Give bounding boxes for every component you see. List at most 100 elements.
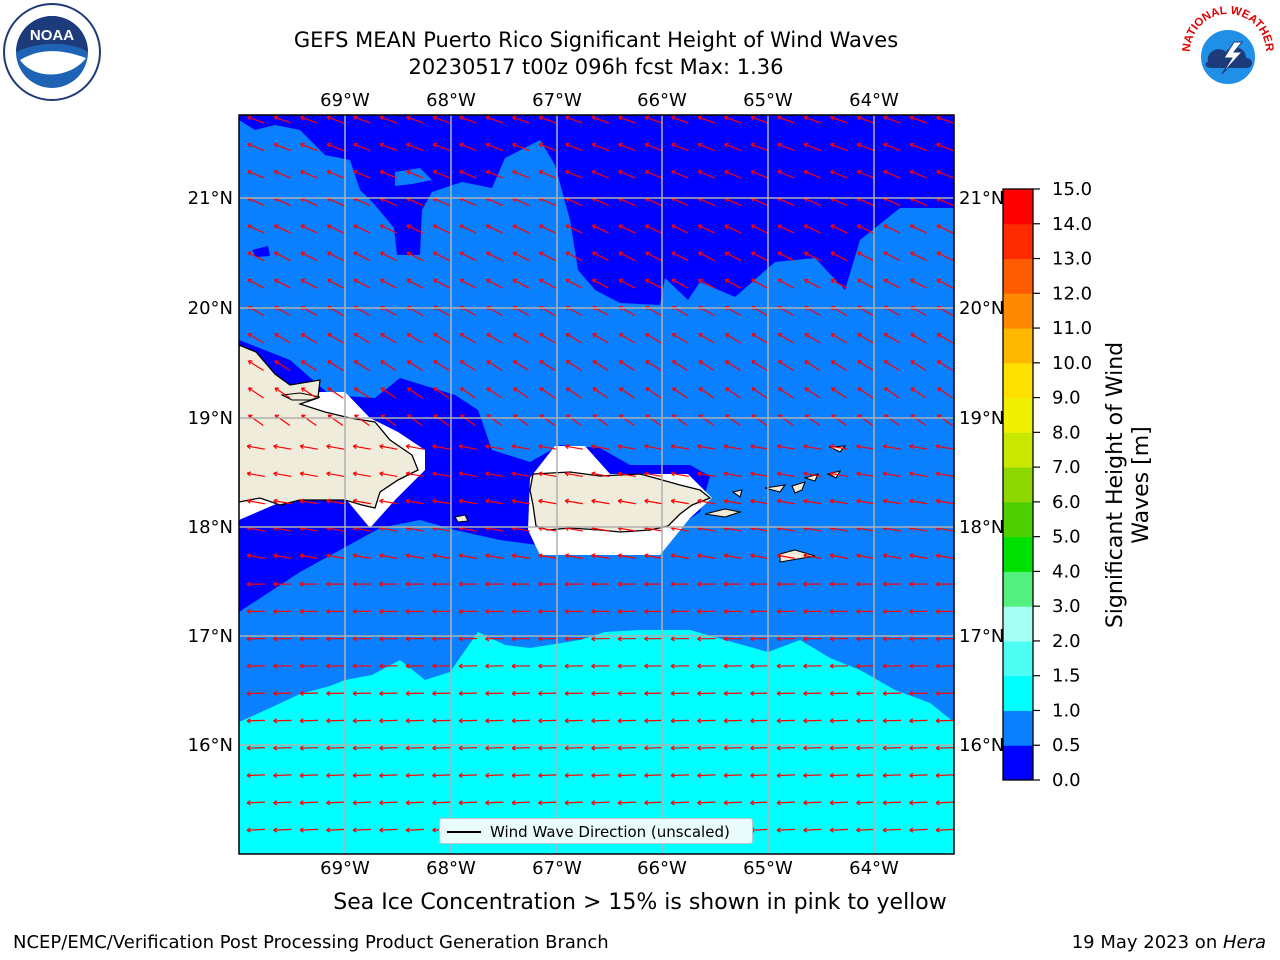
wave-arrow-head [670, 636, 675, 642]
wave-arrow [697, 500, 716, 505]
wave-arrow [937, 387, 953, 399]
wave-arrow-head [246, 636, 251, 642]
wave-arrow [380, 333, 397, 344]
wave-arrow [803, 719, 822, 722]
wave-arrow-head [273, 444, 278, 450]
wave-arrow [645, 360, 662, 372]
wave-arrow-head [829, 498, 835, 504]
lon-labels-bottom: 69°W 68°W 67°W 66°W 65°W 64°W [320, 858, 899, 879]
colorbar-band [1003, 467, 1033, 503]
wave-arrow-head [830, 142, 835, 148]
wave-arrow-head [432, 663, 437, 669]
wave-arrow [777, 445, 795, 450]
wave-arrow [936, 500, 954, 505]
wave-arrow [857, 414, 874, 426]
wave-arrow-head [671, 251, 677, 257]
wave-arrow [485, 445, 504, 450]
wave-arrow [539, 360, 556, 372]
wave-arrow [353, 527, 371, 532]
lon-label: 69°W [320, 858, 370, 879]
wave-arrow-head [564, 608, 569, 615]
wave-arrow-head [326, 745, 331, 751]
wave-arrow-head [830, 169, 835, 175]
wave-arrow [274, 251, 291, 262]
wave-arrow [592, 279, 609, 289]
wave-arrow-head [406, 251, 412, 257]
wave-arrow-head [379, 745, 384, 751]
wave-arrow [300, 279, 318, 289]
wave-arrow [936, 143, 954, 152]
nws-logo: NATIONAL WEATHER SERVICE [1178, 2, 1275, 99]
wave-arrow-head [564, 581, 569, 587]
wave-arrow-head [777, 142, 782, 148]
wave-arrow-head [458, 718, 463, 724]
wave-arrow-head [644, 718, 649, 724]
wave-arrow-head [405, 471, 411, 477]
wave-arrow [723, 719, 743, 722]
wave-arrow [618, 143, 636, 152]
wave-arrow [432, 719, 451, 722]
colorbar-band [1003, 328, 1033, 364]
wave-arrow-head [353, 278, 359, 284]
colorbar-band [1003, 640, 1033, 677]
wave-arrow [274, 360, 291, 372]
wave-arrow-head [352, 581, 357, 587]
wave-arrow-head [405, 690, 410, 697]
wave-arrow [617, 774, 637, 777]
wave-arrow [379, 747, 398, 749]
wave-arrow [379, 143, 398, 152]
wave-arrow-head [697, 745, 702, 751]
wave-arrow [672, 387, 688, 399]
wave-arrow-head [432, 444, 437, 450]
wave-arrow-head [565, 387, 571, 392]
wave-arrow-head [352, 636, 357, 642]
wave-arrow [248, 387, 264, 399]
wave-arrow-head [671, 278, 677, 284]
wave-arrow-head [829, 718, 834, 724]
wave-arrow [751, 224, 768, 234]
wave-arrow-head [300, 115, 305, 121]
wave-arrow-head [670, 444, 676, 450]
wave-arrow [645, 414, 662, 426]
wave-arrow [936, 170, 954, 179]
wave-arrow [326, 801, 345, 804]
wave-arrow-head [247, 169, 252, 175]
wave-arrow-head [379, 800, 384, 806]
lat-label: 16°N [959, 735, 1004, 756]
wave-arrow-head [300, 251, 306, 257]
wave-arrow-head [935, 498, 941, 504]
wave-arrow-head [406, 169, 411, 175]
wave-arrow [882, 774, 902, 777]
wave-arrow [937, 414, 953, 426]
wave-arrow [352, 774, 372, 777]
wave-arrow [778, 387, 794, 399]
wave-arrow-head [326, 718, 331, 724]
wave-arrow [777, 472, 795, 478]
wave-arrow [617, 747, 637, 749]
wave-arrow [645, 251, 662, 262]
wave-arrow-head [909, 827, 914, 833]
wave-arrow-head [910, 278, 915, 284]
wave-arrow-head [803, 663, 808, 669]
wave-arrow-head [697, 142, 703, 148]
wave-arrow-head [724, 115, 729, 121]
wave-arrow [724, 224, 742, 234]
wave-arrow [644, 747, 663, 749]
wave-arrow [857, 197, 874, 207]
wave-arrow-head [247, 360, 253, 365]
map-subtitle: 20230517 t00z 096h fcst Max: 1.36 [408, 55, 784, 79]
wave-arrow [671, 500, 689, 505]
wave-arrow-head [829, 553, 835, 559]
wave-arrow-head [432, 498, 437, 504]
wave-arrow-head [592, 360, 597, 365]
wave-arrow-head [723, 444, 729, 450]
wave-arrow-head [803, 827, 808, 833]
wave-arrow-head [671, 169, 676, 175]
wave-arrow-head [751, 278, 756, 284]
wave-arrow [830, 197, 848, 207]
wave-arrow [671, 251, 689, 262]
wave-arrow [273, 445, 292, 450]
wave-arrow-head [935, 444, 941, 450]
wave-arrow [565, 170, 583, 179]
wave-arrow [432, 774, 451, 777]
